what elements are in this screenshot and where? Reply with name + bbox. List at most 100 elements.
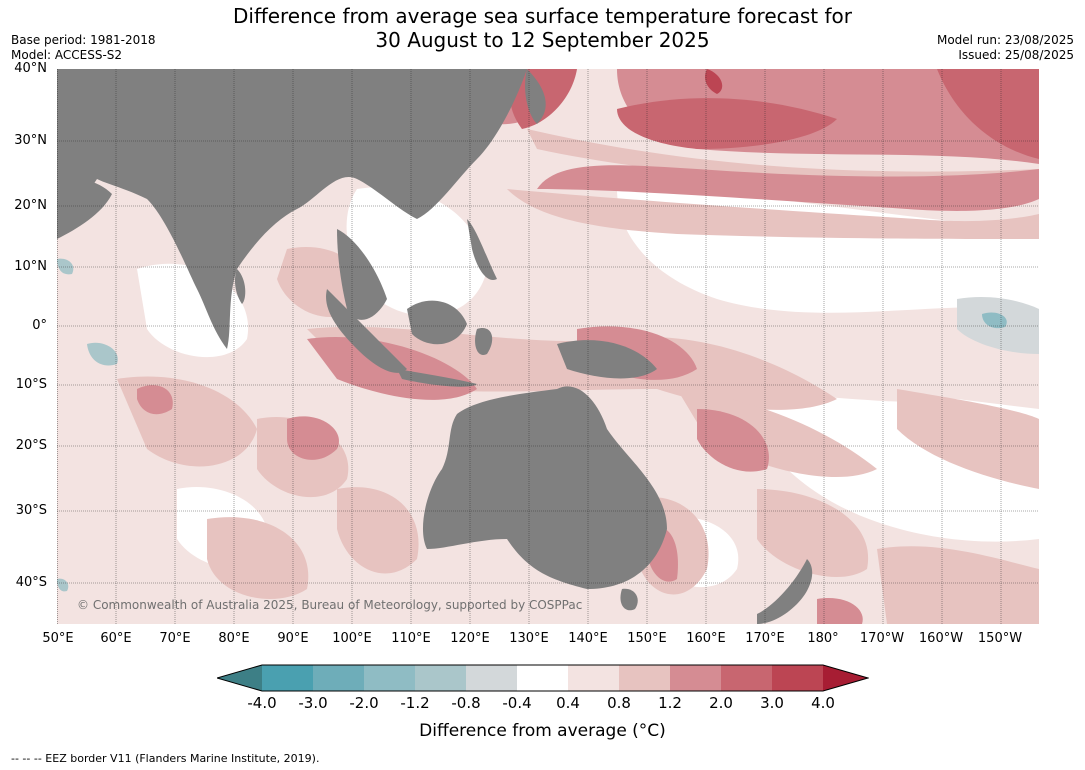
lat-label: 30°S bbox=[15, 503, 47, 518]
colorbar-tick: -0.4 bbox=[502, 694, 532, 712]
lon-label: 60°E bbox=[100, 631, 132, 646]
colorbar-swatch bbox=[517, 665, 568, 691]
philippines-islands bbox=[467, 219, 497, 280]
sst-anomaly-map bbox=[57, 69, 1039, 624]
lon-label: 170°E bbox=[745, 631, 785, 646]
lon-label: 160°W bbox=[918, 631, 964, 646]
colorbar-tick: 0.4 bbox=[556, 694, 580, 712]
colorbar-graphic bbox=[215, 664, 870, 692]
lon-label: 160°E bbox=[686, 631, 726, 646]
lat-label: 20°N bbox=[14, 198, 47, 213]
colorbar-swatch bbox=[415, 665, 466, 691]
colorbar-tick: 3.0 bbox=[760, 694, 784, 712]
new-zealand-islands bbox=[757, 559, 813, 624]
parallel-gridlines bbox=[57, 140, 1039, 584]
tasmania-island bbox=[620, 588, 638, 611]
very-strong-warm-region bbox=[617, 98, 837, 149]
colorbar-tick: 1.2 bbox=[658, 694, 682, 712]
australia-continent bbox=[422, 386, 667, 589]
warm-patch bbox=[677, 389, 877, 478]
java-island bbox=[397, 369, 477, 387]
colorbar-tick: -1.2 bbox=[400, 694, 430, 712]
cool-patch bbox=[982, 312, 1007, 329]
colorbar-swatch bbox=[619, 665, 670, 691]
warm-band bbox=[507, 189, 1039, 239]
lon-label: 130°E bbox=[509, 631, 549, 646]
lat-label: 30°N bbox=[14, 133, 47, 148]
model-name: Model: ACCESS-S2 bbox=[11, 48, 123, 62]
lat-label: 20°S bbox=[15, 438, 47, 453]
arabia-landmass bbox=[57, 169, 112, 239]
borneo-island bbox=[407, 300, 467, 345]
copyright-notice: © Commonwealth of Australia 2025, Bureau… bbox=[77, 598, 583, 612]
colorbar-tick: 2.0 bbox=[709, 694, 733, 712]
colorbar-tick: -0.8 bbox=[451, 694, 481, 712]
lon-label: 150°E bbox=[627, 631, 667, 646]
warm-patch bbox=[207, 517, 309, 599]
colorbar-swatch bbox=[262, 665, 313, 691]
lat-label: 0° bbox=[32, 318, 47, 333]
lat-label: 10°N bbox=[14, 259, 47, 274]
eez-border-note: -- -- -- EEZ border V11 (Flanders Marine… bbox=[11, 752, 320, 765]
colorbar-swatch bbox=[568, 665, 619, 691]
colorbar-swatch bbox=[670, 665, 721, 691]
warm-patch bbox=[757, 489, 869, 578]
colorbar bbox=[215, 664, 870, 692]
issued-date: Issued: 25/08/2025 bbox=[958, 48, 1074, 62]
strong-warm-region bbox=[287, 416, 339, 460]
strong-warm-region bbox=[137, 385, 173, 415]
neutral-patch bbox=[346, 187, 487, 316]
strong-warm-region bbox=[537, 165, 1039, 211]
map-canvas bbox=[57, 69, 1039, 624]
indochina-peninsula bbox=[337, 229, 387, 320]
colorbar-tick: 0.8 bbox=[607, 694, 631, 712]
lon-label: 80°E bbox=[218, 631, 250, 646]
colorbar-tick: -3.0 bbox=[298, 694, 328, 712]
cool-patch bbox=[57, 578, 69, 592]
cool-patch bbox=[57, 258, 74, 275]
lon-label: 70°E bbox=[159, 631, 191, 646]
extreme-warm-patch bbox=[705, 69, 723, 94]
lon-label: 150°W bbox=[977, 631, 1023, 646]
colorbar-swatch bbox=[721, 665, 772, 691]
very-strong-warm-region bbox=[937, 69, 1039, 159]
colorbar-swatch bbox=[772, 665, 823, 691]
lon-label: 120°E bbox=[450, 631, 490, 646]
model-run: Model run: 23/08/2025 bbox=[936, 33, 1074, 47]
sumatra-island bbox=[326, 289, 407, 373]
strong-warm-region bbox=[697, 409, 769, 472]
map-title: Difference from average sea surface temp… bbox=[0, 4, 1085, 52]
title-line-1: Difference from average sea surface temp… bbox=[232, 4, 852, 28]
sri-lanka-island bbox=[234, 269, 246, 304]
colorbar-tick: -4.0 bbox=[247, 694, 277, 712]
new-guinea-island bbox=[557, 340, 657, 379]
lon-label: 140°E bbox=[568, 631, 608, 646]
lon-label: 90°E bbox=[277, 631, 309, 646]
warm-patch bbox=[897, 389, 1039, 489]
colorbar-swatch bbox=[823, 665, 868, 691]
right-metadata: Model run: 23/08/2025 Issued: 25/08/2025 bbox=[937, 33, 1074, 63]
lon-label: 50°E bbox=[42, 631, 74, 646]
strong-warm-region bbox=[817, 598, 863, 624]
colorbar-swatch bbox=[364, 665, 415, 691]
lat-label: 10°S bbox=[15, 377, 47, 392]
colorbar-tick: -2.0 bbox=[349, 694, 379, 712]
colorbar-swatch bbox=[313, 665, 364, 691]
sulawesi-island bbox=[475, 328, 493, 355]
lon-label: 180° bbox=[807, 631, 839, 646]
lon-label: 110°E bbox=[391, 631, 431, 646]
japan-islands bbox=[525, 69, 546, 124]
lat-label: 40°S bbox=[15, 575, 47, 590]
colorbar-swatch bbox=[466, 665, 517, 691]
colorbar-outline bbox=[215, 664, 870, 692]
lat-label: 40°N bbox=[14, 61, 47, 76]
meridian-gridlines bbox=[57, 69, 1002, 624]
colorbar-tick: 4.0 bbox=[811, 694, 835, 712]
asia-landmass bbox=[57, 69, 527, 349]
warm-patch bbox=[337, 487, 419, 574]
base-period: Base period: 1981-2018 bbox=[11, 33, 156, 47]
title-line-2: 30 August to 12 September 2025 bbox=[375, 28, 710, 52]
left-metadata: Base period: 1981-2018 Model: ACCESS-S2 bbox=[11, 33, 156, 63]
warm-patch bbox=[877, 546, 1039, 624]
lon-label: 170°W bbox=[859, 631, 905, 646]
